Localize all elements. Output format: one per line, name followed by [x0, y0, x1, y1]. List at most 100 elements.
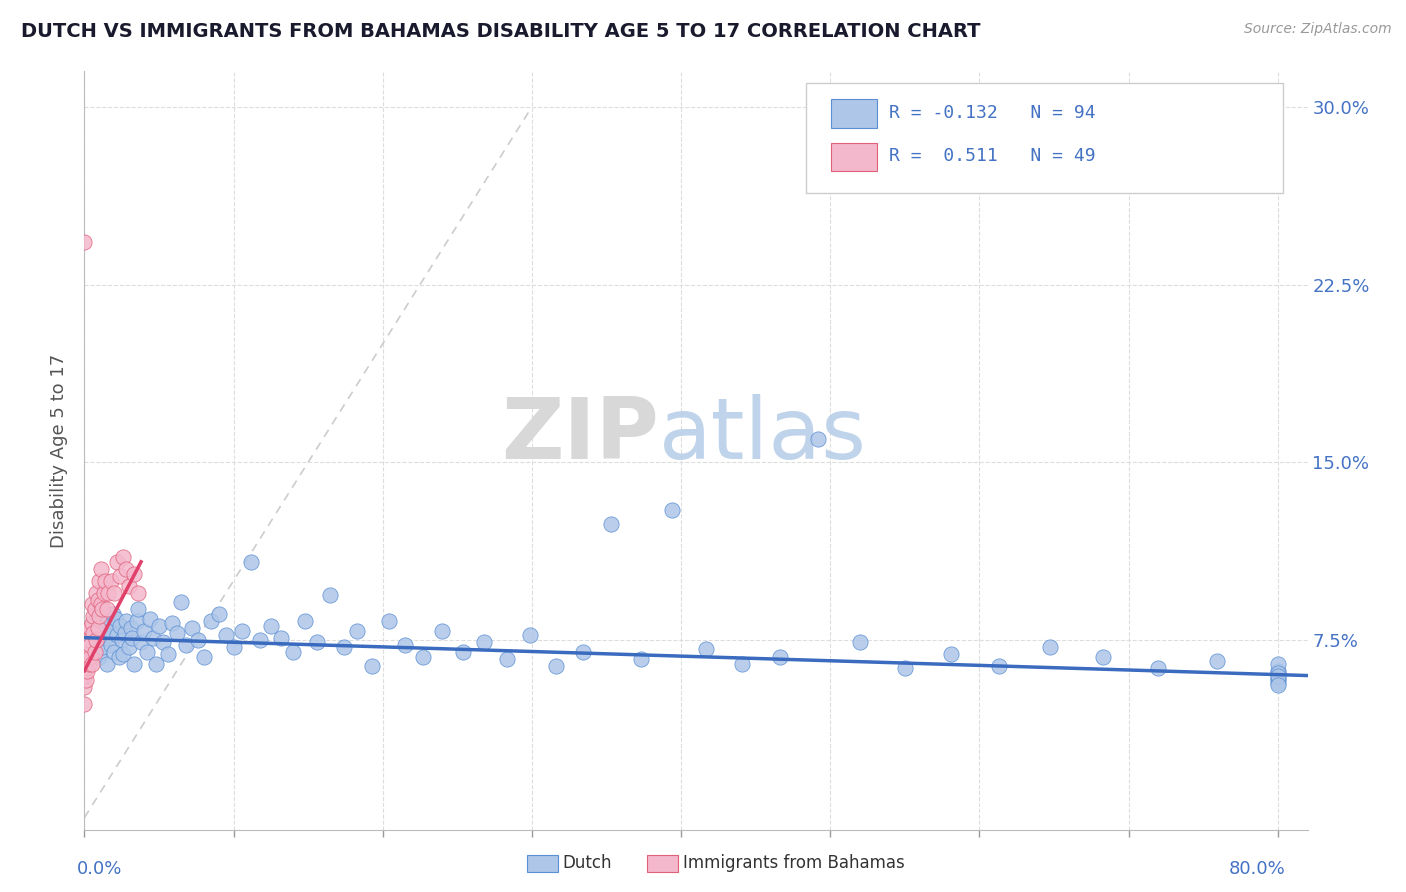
Point — [260, 619, 283, 633]
Y-axis label: Disability Age 5 to 17: Disability Age 5 to 17 — [49, 353, 67, 548]
Point — [90, 598, 112, 612]
Point — [115, 562, 138, 576]
Point — [73, 657, 96, 671]
Point — [87, 621, 110, 635]
Point — [77, 633, 100, 648]
Point — [83, 616, 105, 631]
Point — [544, 659, 567, 673]
Point — [73, 645, 96, 659]
Point — [108, 569, 131, 583]
Point — [90, 609, 112, 624]
Point — [571, 645, 593, 659]
Point — [294, 614, 316, 628]
Point — [193, 649, 215, 664]
Point — [108, 619, 131, 633]
Point — [94, 631, 117, 645]
Point — [361, 659, 384, 673]
Point — [1267, 666, 1289, 681]
Text: R = -0.132   N = 94: R = -0.132 N = 94 — [889, 104, 1095, 122]
Text: 0.0%: 0.0% — [77, 861, 122, 879]
Point — [142, 631, 165, 645]
Point — [145, 657, 167, 671]
Point — [93, 621, 115, 635]
Point — [319, 588, 342, 602]
Point — [215, 628, 238, 642]
Text: atlas: atlas — [659, 393, 868, 477]
Point — [75, 673, 97, 688]
Point — [73, 235, 96, 249]
Point — [112, 647, 135, 661]
Text: Dutch: Dutch — [562, 855, 612, 872]
Point — [115, 614, 138, 628]
Point — [79, 621, 101, 635]
Point — [83, 645, 105, 659]
Point — [104, 612, 127, 626]
Point — [1038, 640, 1060, 654]
Point — [162, 616, 184, 631]
Point — [283, 645, 305, 659]
Text: R =  0.511   N = 49: R = 0.511 N = 49 — [889, 147, 1095, 165]
Point — [82, 609, 104, 624]
Point — [80, 645, 103, 659]
Point — [79, 638, 101, 652]
Point — [75, 661, 97, 675]
Point — [76, 664, 98, 678]
Point — [270, 631, 292, 645]
Point — [93, 585, 115, 599]
Point — [132, 624, 155, 638]
Point — [90, 562, 112, 576]
Point — [91, 640, 114, 654]
Point — [136, 645, 159, 659]
Point — [98, 624, 121, 638]
Point — [100, 574, 122, 588]
Point — [118, 578, 141, 592]
Point — [222, 640, 245, 654]
Point — [129, 635, 152, 649]
Point — [122, 657, 145, 671]
Point — [84, 585, 107, 599]
Point — [1267, 678, 1289, 692]
Point — [122, 566, 145, 581]
Point — [1267, 664, 1289, 678]
Point — [207, 607, 229, 621]
Text: Immigrants from Bahamas: Immigrants from Bahamas — [683, 855, 905, 872]
Point — [170, 595, 193, 609]
Point — [180, 621, 202, 635]
Point — [76, 626, 98, 640]
Point — [79, 649, 101, 664]
Point — [695, 642, 717, 657]
Point — [89, 609, 111, 624]
Point — [412, 649, 434, 664]
Point — [630, 652, 652, 666]
Point — [451, 645, 474, 659]
Text: ZIP: ZIP — [502, 393, 659, 477]
Point — [77, 645, 100, 659]
Point — [346, 624, 368, 638]
Text: 80.0%: 80.0% — [1229, 861, 1285, 879]
Point — [307, 635, 329, 649]
Point — [83, 602, 105, 616]
Point — [103, 585, 125, 599]
Point — [75, 649, 97, 664]
Point — [100, 638, 122, 652]
Point — [89, 574, 111, 588]
Point — [127, 602, 149, 616]
Point — [89, 649, 111, 664]
Point — [82, 626, 104, 640]
Point — [103, 645, 125, 659]
Bar — [831, 143, 877, 171]
Point — [849, 635, 872, 649]
Point — [987, 659, 1010, 673]
Point — [127, 585, 149, 599]
Point — [1092, 649, 1115, 664]
Point — [80, 657, 103, 671]
Point — [73, 668, 96, 682]
Point — [76, 652, 98, 666]
Point — [174, 638, 197, 652]
Point — [96, 657, 118, 671]
Point — [240, 555, 263, 569]
Point — [1267, 675, 1289, 690]
Point — [731, 657, 754, 671]
Point — [73, 697, 96, 711]
Point — [807, 432, 830, 446]
